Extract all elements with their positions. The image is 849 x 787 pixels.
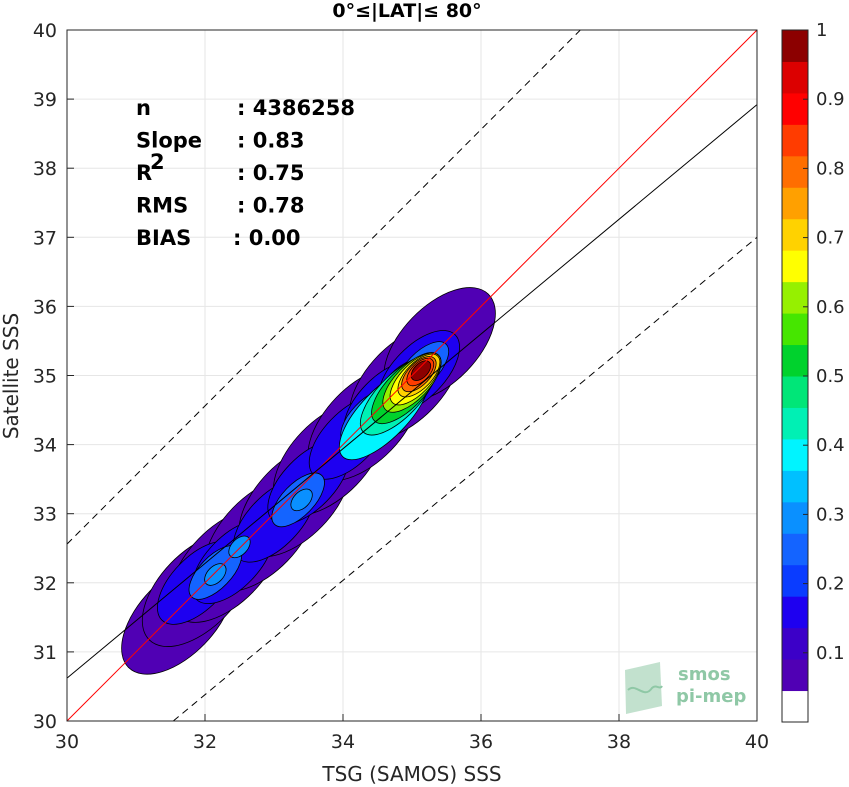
stat-label: Slope: [136, 129, 202, 153]
watermark-line2: pi-mep: [676, 686, 746, 707]
x-tick-label: 34: [331, 731, 355, 753]
stat-superscript: 2: [150, 150, 165, 174]
stat-value: : 0.00: [233, 226, 301, 250]
y-axis-label: Satellite SSS: [0, 313, 23, 439]
y-tick-label: 32: [33, 573, 57, 595]
stat-value: : 4386258: [237, 96, 355, 120]
x-tick-label: 32: [193, 731, 217, 753]
colorbar-level: [782, 313, 808, 346]
x-axis-label: TSG (SAMOS) SSS: [321, 762, 501, 786]
y-tick-label: 40: [33, 20, 57, 42]
colorbar-level: [782, 627, 808, 660]
y-tick-label: 30: [33, 711, 57, 733]
colorbar-tick-label: 0.9: [816, 89, 845, 110]
colorbar-level: [782, 501, 808, 534]
logo-mark-wave: [627, 685, 663, 694]
y-tick-label: 31: [33, 642, 57, 664]
colorbar-level: [782, 281, 808, 314]
upper-bound-line: [67, 30, 582, 545]
stat-value: : 0.83: [237, 129, 305, 153]
colorbar-level: [782, 690, 808, 723]
colorbar-level: [782, 659, 808, 692]
colorbar-level: [782, 533, 808, 566]
colorbar-level: [782, 376, 808, 408]
colorbar-level: [782, 61, 808, 94]
y-ticks: 30 31 32 33 34 35 36 37 38 39 40: [33, 20, 74, 733]
lower-bound-line: [172, 236, 757, 721]
colorbar-level: [782, 187, 808, 220]
colorbar-level: [782, 155, 808, 188]
colorbar-level: [782, 596, 808, 629]
colorbar-level: [782, 344, 808, 377]
watermark-logo: smos pi-mep: [625, 662, 746, 714]
regression-line: [67, 104, 757, 679]
stat-value: : 0.75: [237, 161, 305, 185]
y-tick-label: 35: [33, 366, 57, 388]
colorbar-tick-label: 0.6: [816, 297, 845, 318]
y-tick-label: 36: [33, 296, 57, 318]
x-tick-label: 30: [55, 731, 79, 753]
stat-label: R: [136, 161, 152, 185]
y-tick-label: 34: [33, 435, 57, 457]
reference-lines: [67, 30, 757, 721]
stat-label: BIAS: [136, 226, 191, 250]
logo-mark: [625, 662, 662, 714]
colorbar-tick-label: 0.2: [816, 574, 845, 595]
x-tick-label: 36: [469, 731, 493, 753]
colorbar-tick-label: 1: [816, 20, 827, 41]
x-tick-label: 38: [607, 731, 631, 753]
stat-value: : 0.78: [237, 194, 305, 218]
colorbar-level: [782, 250, 808, 283]
colorbar-level: [782, 124, 808, 157]
chart-title: 0°≤|LAT|≤ 80°: [332, 0, 481, 22]
colorbar-level: [782, 218, 808, 251]
colorbar-tick-label: 0.3: [816, 504, 845, 525]
statistics-box: n : 4386258 Slope : 0.83 R2 : 0.75 RMS : 0.78 BI…: [136, 96, 355, 250]
density-level-30: [228, 535, 251, 559]
y-tick-label: 33: [33, 504, 57, 526]
stat-label: n: [136, 96, 151, 120]
colorbar-level: [782, 30, 808, 62]
stat-label: RMS: [136, 194, 188, 218]
colorbar-level: [782, 470, 808, 503]
colorbar: 0.1 0.2 0.3 0.4 0.5 0.6 0.7 0.8 0.9 1: [781, 20, 845, 723]
colorbar-tick-label: 0.5: [816, 366, 845, 387]
colorbar-tick-label: 0.7: [816, 228, 845, 249]
y-tick-label: 39: [33, 89, 57, 111]
y-tick-label: 37: [33, 227, 57, 249]
x-ticks: 30 32 34 36 38 40: [55, 714, 769, 753]
colorbar-tick-label: 0.4: [816, 435, 845, 456]
one-to-one-line: [67, 30, 757, 721]
colorbar-level: [782, 438, 808, 471]
watermark-line1: smos: [678, 664, 731, 685]
density-level-100: [410, 360, 432, 381]
colorbar-level: [782, 407, 808, 440]
colorbar-level: [782, 92, 808, 125]
colorbar-tick-label: 0.8: [816, 158, 845, 179]
density-level-30: [204, 563, 227, 586]
colorbar-tick-label: 0.1: [816, 643, 845, 664]
x-tick-label: 40: [745, 731, 769, 753]
density-level-30: [290, 488, 313, 512]
y-tick-label: 38: [33, 158, 57, 180]
colorbar-level: [782, 564, 808, 597]
